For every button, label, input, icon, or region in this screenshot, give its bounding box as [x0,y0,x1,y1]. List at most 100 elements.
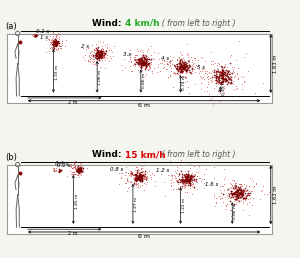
Point [147,173,152,177]
Point [134,171,139,175]
Point [57,39,62,43]
Point [184,68,189,72]
Point [31,33,36,37]
Point [70,166,74,171]
Point [215,75,220,79]
Point [248,191,252,195]
Point [155,65,160,69]
Point [193,82,198,86]
Point [224,68,228,72]
Point [189,174,194,179]
Point [133,181,138,186]
Point [232,197,236,201]
Point [173,72,178,77]
Point [177,179,182,183]
Point [76,168,80,173]
Point [129,173,134,177]
Point [186,177,191,181]
Point [193,63,198,67]
Point [181,60,186,64]
Point [52,168,56,172]
Point [34,33,39,37]
Point [144,72,148,76]
Point [170,62,175,67]
Point [131,63,136,67]
Point [32,34,37,38]
Point [185,177,190,181]
Point [184,175,189,179]
Point [254,181,259,186]
Point [178,64,183,68]
Point [52,43,57,47]
Point [51,39,56,44]
Point [78,168,83,172]
Point [168,183,173,188]
Point [209,79,214,83]
Point [120,171,124,175]
Point [228,182,233,186]
Point [182,175,187,179]
Point [182,179,186,183]
Point [140,60,145,64]
Point [100,50,104,54]
Point [139,173,143,178]
Point [137,171,142,175]
Point [139,48,144,52]
Point [185,175,190,179]
Point [55,41,59,45]
Point [50,42,54,46]
Point [210,103,215,107]
Point [179,57,184,61]
Point [184,64,189,69]
Point [76,168,81,173]
Text: 6 m: 6 m [138,103,150,108]
Point [99,44,104,48]
Point [220,68,225,72]
Point [235,199,240,204]
Point [178,69,183,74]
Point [177,64,182,68]
Point [142,176,146,180]
Point [78,167,83,172]
Point [178,68,183,72]
Point [227,208,232,212]
Point [189,55,194,59]
Point [101,56,106,60]
Point [139,176,144,180]
Point [94,47,99,51]
Point [124,179,129,183]
Text: 4 s: 4 s [160,55,169,61]
Point [70,172,75,176]
Point [98,54,103,58]
Point [226,80,230,84]
Point [101,51,106,55]
Point [216,79,221,84]
Point [180,175,185,179]
Point [137,174,142,178]
Point [142,55,147,59]
Point [86,58,91,62]
Point [78,165,83,169]
Point [138,179,143,183]
Point [143,61,148,65]
Point [226,80,231,84]
Point [176,56,181,60]
Point [96,46,101,50]
Point [54,39,59,44]
Point [185,178,190,182]
Point [137,62,142,66]
Point [179,67,184,71]
Point [97,50,102,54]
Point [90,53,95,57]
Point [176,171,181,175]
Point [128,171,133,175]
Point [216,67,220,71]
Point [180,69,185,74]
Point [182,63,187,67]
Point [146,67,150,71]
Point [46,37,51,42]
Point [165,75,170,79]
Point [152,184,157,188]
Point [231,187,236,191]
Point [177,177,182,181]
